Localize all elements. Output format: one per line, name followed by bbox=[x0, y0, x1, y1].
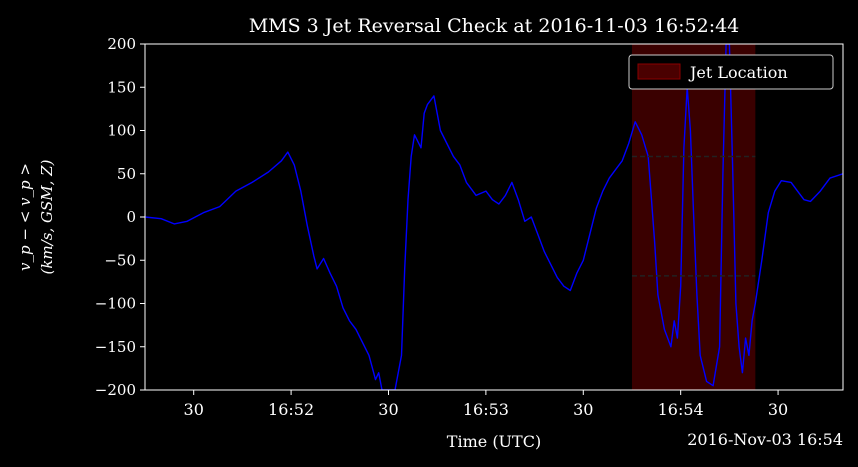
legend-swatch-jet-location bbox=[637, 63, 681, 80]
x-tick-label: 30 bbox=[184, 400, 204, 419]
legend-entry-jet-location: Jet Location bbox=[688, 63, 788, 82]
x-tick-label: 16:52 bbox=[268, 400, 314, 419]
y-tick-label: 50 bbox=[117, 165, 136, 183]
y-axis-label-line1: v_p − < v_p > bbox=[16, 163, 34, 271]
y-tick-label: −200 bbox=[95, 381, 136, 399]
plot-area: −200 −150 −100 −50 0 50 100 150 200 30 16:52 30 16:… bbox=[95, 35, 844, 419]
y-tick-label: 100 bbox=[107, 122, 136, 140]
x-tick-label: 16:54 bbox=[658, 400, 704, 419]
x-tick-label: 30 bbox=[573, 400, 593, 419]
y-tick-label: −50 bbox=[104, 251, 136, 269]
y-tick-label: −150 bbox=[95, 338, 136, 356]
y-tick-label: 150 bbox=[107, 78, 136, 96]
y-tick-label: 200 bbox=[107, 35, 136, 53]
legend: Jet Location bbox=[628, 54, 834, 90]
series-line-1 bbox=[145, 44, 843, 390]
y-axis-label-line2: (km/s, GSM, Z) bbox=[38, 159, 56, 274]
y-tick-label: −100 bbox=[95, 295, 136, 313]
x-tick-label: 30 bbox=[378, 400, 398, 419]
y-axis-label: v_p − < v_p > (km/s, GSM, Z) bbox=[16, 159, 56, 274]
chart-title: MMS 3 Jet Reversal Check at 2016-11-03 1… bbox=[249, 15, 740, 37]
x-tick-label: 30 bbox=[768, 400, 788, 419]
x-tick-label: 16:53 bbox=[463, 400, 509, 419]
x-axis-date-label: 2016-Nov-03 16:54 bbox=[687, 430, 843, 449]
y-tick-label: 0 bbox=[126, 208, 136, 226]
x-axis-label: Time (UTC) bbox=[447, 432, 541, 451]
